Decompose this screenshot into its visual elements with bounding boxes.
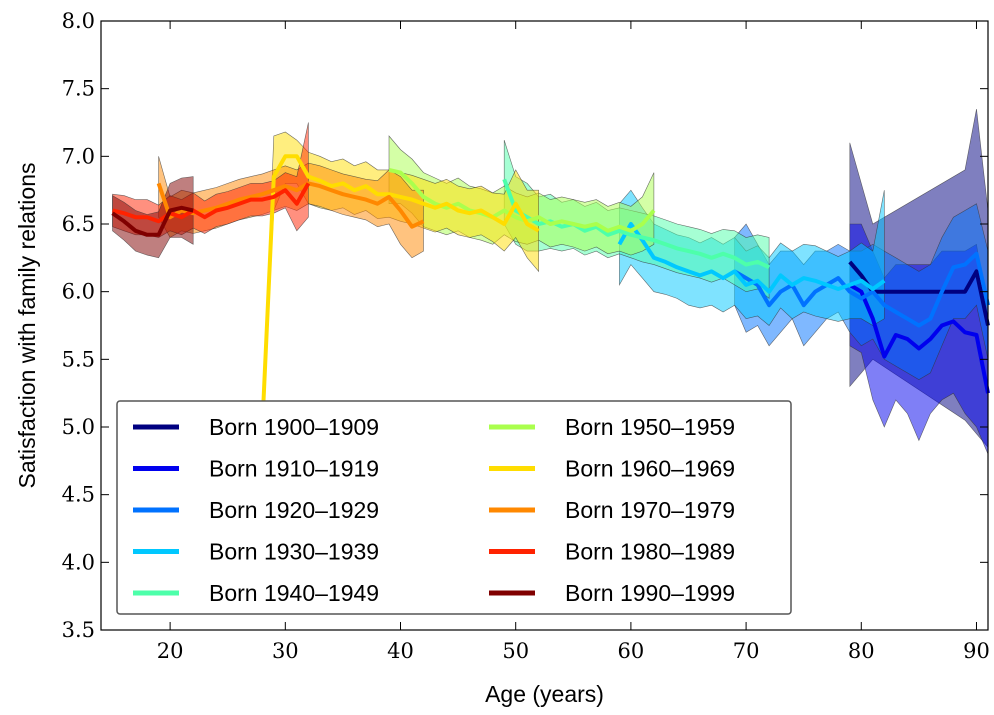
x-tick-label: 70	[733, 639, 760, 663]
series-lines	[111, 154, 990, 428]
x-tick-label: 30	[272, 639, 299, 663]
x-tick-label: 50	[502, 639, 529, 663]
confidence-bands	[112, 108, 989, 455]
legend-label-6: Born 1950–1959	[565, 414, 735, 440]
series-line-9	[112, 182, 311, 224]
y-tick-label: 7.5	[62, 77, 95, 101]
legend-label-7: Born 1960–1969	[565, 456, 735, 482]
plot-frame	[100, 20, 989, 631]
axis-ticks: 20 30 40 50 60 70 80 90 3.5 4.0 4.5 5.0 5.5 6.0 6.5 7.0…	[62, 9, 990, 663]
y-tick-label: 6.5	[62, 212, 95, 236]
y-tick-label: 5.5	[62, 347, 95, 371]
x-tick-label: 80	[848, 639, 875, 663]
y-tick-label: 6.0	[62, 280, 95, 304]
legend-label-5: Born 1940–1949	[209, 580, 379, 606]
series-line-2	[848, 283, 990, 394]
series-line-1	[848, 260, 990, 326]
legend: Born 1900–1909 Born 1910–1919 Born 1920–19…	[116, 400, 792, 615]
series-line-7	[260, 154, 540, 428]
legend-label-8: Born 1970–1979	[565, 497, 735, 523]
series-line-6	[388, 167, 656, 233]
legend-label-1: Born 1900–1909	[209, 414, 379, 440]
y-tick-label: 4.5	[62, 483, 95, 507]
series-line-3	[733, 251, 990, 328]
y-axis-label: Satisfaction with family relations	[14, 163, 40, 489]
y-tick-label: 8.0	[62, 9, 95, 33]
legend-label-3: Born 1920–1929	[209, 497, 379, 523]
legend-label-10: Born 1990–1999	[565, 580, 735, 606]
y-tick-label: 5.0	[62, 415, 95, 439]
x-tick-label: 40	[387, 639, 414, 663]
legend-label-2: Born 1910–1919	[209, 456, 379, 482]
x-tick-label: 90	[963, 639, 990, 663]
series-line-8	[156, 181, 425, 229]
legend-box	[116, 400, 792, 615]
x-tick-label: 60	[618, 639, 645, 663]
y-tick-label: 7.0	[62, 144, 95, 168]
series-line-4	[617, 222, 886, 294]
legend-label-9: Born 1980–1989	[565, 539, 735, 565]
y-tick-label: 4.0	[62, 550, 95, 574]
series-line-10	[111, 205, 194, 237]
y-tick-label: 3.5	[62, 618, 95, 642]
legend-label-4: Born 1930–1939	[209, 539, 379, 565]
x-tick-label: 20	[157, 639, 184, 663]
x-axis-label: Age (years)	[485, 681, 604, 707]
